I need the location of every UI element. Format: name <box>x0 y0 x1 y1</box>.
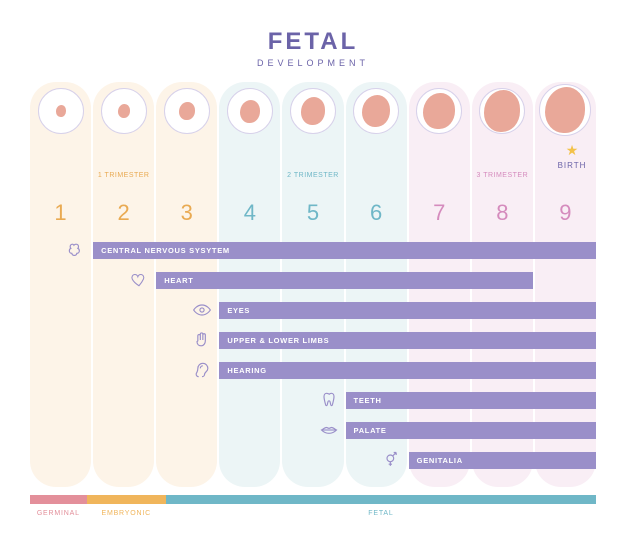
fetus-circle-6 <box>353 88 399 134</box>
month-number: 6 <box>346 200 407 226</box>
gender-icon <box>381 449 403 471</box>
phase-labels: GERMINAL EMBRYONIC FETAL <box>30 510 596 522</box>
month-number: 7 <box>409 200 470 226</box>
fetus-icon <box>545 87 585 133</box>
system-bar: HEARING <box>219 362 596 379</box>
systems-area: CENTRAL NERVOUS SYSYTEM HEART EYES UPPER & … <box>30 238 596 478</box>
system-bar: HEART <box>156 272 533 289</box>
phase-label-germinal: GERMINAL <box>37 510 80 517</box>
system-bar: UPPER & LOWER LIMBS <box>219 332 596 349</box>
fetus-circle-8 <box>479 88 525 134</box>
month-number: 4 <box>219 200 280 226</box>
system-bar: TEETH <box>346 392 596 409</box>
hand-icon <box>191 329 213 351</box>
system-row-gender: GENITALIA <box>30 448 596 474</box>
birth-marker: ★ BIRTH <box>544 142 600 170</box>
phase-segment-fetal <box>166 495 596 504</box>
month-number: 9 <box>535 200 596 226</box>
eye-icon <box>191 299 213 321</box>
fetus-icon <box>423 93 455 130</box>
month-number: 2 <box>93 200 154 226</box>
chart-area: 1 1 TRIMESTER 234 2 TRIMESTER 567 3 TRIMESTER… <box>30 82 596 487</box>
title-block: FETAL DEVELOPMENT <box>0 0 626 68</box>
system-row-ear: HEARING <box>30 358 596 384</box>
title-main: FETAL <box>0 28 626 56</box>
fetus-icon <box>240 100 260 123</box>
system-row-hand: UPPER & LOWER LIMBS <box>30 328 596 354</box>
system-bar: GENITALIA <box>409 452 596 469</box>
system-bar: CENTRAL NERVOUS SYSYTEM <box>93 242 596 259</box>
phase-label-embryonic: EMBRYONIC <box>101 510 150 517</box>
fetus-circle-4 <box>227 88 273 134</box>
fetus-icon <box>56 105 66 117</box>
phase-segment-germinal <box>30 495 87 504</box>
month-number: 8 <box>472 200 533 226</box>
system-row-heart: HEART <box>30 268 596 294</box>
system-row-eye: EYES <box>30 298 596 324</box>
system-row-lips: PALATE <box>30 418 596 444</box>
tooth-icon <box>318 389 340 411</box>
fetus-circle-9 <box>539 84 591 136</box>
fetus-icon <box>301 97 325 125</box>
fetus-icon <box>362 95 390 127</box>
trimester-label: 3 TRIMESTER <box>472 172 533 179</box>
star-icon: ★ <box>544 142 600 159</box>
fetus-circle-5 <box>290 88 336 134</box>
fetus-icon <box>179 102 195 120</box>
fetus-icon <box>118 104 130 118</box>
fetus-circle-3 <box>164 88 210 134</box>
lips-icon <box>318 419 340 441</box>
system-row-tooth: TEETH <box>30 388 596 414</box>
trimester-label: 2 TRIMESTER <box>282 172 343 179</box>
ear-icon <box>191 359 213 381</box>
title-sub: DEVELOPMENT <box>0 58 626 68</box>
fetus-icon <box>484 90 520 131</box>
phase-label-fetal: FETAL <box>368 510 393 517</box>
fetus-circle-2 <box>101 88 147 134</box>
fetus-circle-7 <box>416 88 462 134</box>
system-bar: EYES <box>219 302 596 319</box>
system-row-brain: CENTRAL NERVOUS SYSYTEM <box>30 238 596 264</box>
month-number: 3 <box>156 200 217 226</box>
brain-icon <box>65 239 87 261</box>
fetus-circle-1 <box>38 88 84 134</box>
heart-icon <box>128 269 150 291</box>
month-number: 5 <box>282 200 343 226</box>
phase-strip <box>30 495 596 504</box>
month-number: 1 <box>30 200 91 226</box>
system-bar: PALATE <box>346 422 596 439</box>
phase-segment-embryonic <box>87 495 166 504</box>
trimester-label: 1 TRIMESTER <box>93 172 154 179</box>
birth-label: BIRTH <box>544 161 600 170</box>
